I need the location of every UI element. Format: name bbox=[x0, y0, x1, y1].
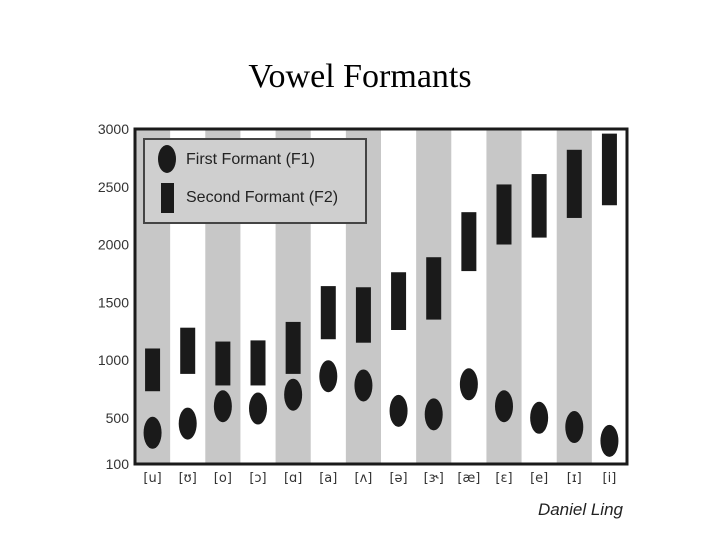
y-tick-label: 2000 bbox=[98, 237, 129, 253]
f1-point bbox=[284, 378, 303, 411]
y-tick-label: 1000 bbox=[98, 352, 129, 368]
legend-f1-label: First Formant (F1) bbox=[186, 151, 315, 168]
x-tick-label: [u] bbox=[143, 471, 161, 486]
legend-f2-label: Second Formant (F2) bbox=[186, 189, 338, 206]
f2-bar bbox=[180, 327, 196, 374]
x-tick-label: [o] bbox=[214, 471, 232, 486]
f1-point bbox=[424, 398, 443, 431]
legend-f1-marker bbox=[158, 145, 176, 173]
x-tick-label: [ɔ] bbox=[249, 471, 266, 486]
x-tick-label: [æ] bbox=[457, 471, 480, 486]
author-credit: Daniel Ling bbox=[537, 500, 623, 519]
f2-bar bbox=[426, 257, 442, 320]
f2-bar bbox=[461, 212, 477, 272]
y-tick-label: 500 bbox=[106, 410, 130, 426]
f2-bar bbox=[285, 321, 301, 374]
y-tick-label: 100 bbox=[106, 456, 130, 472]
f2-bar bbox=[601, 133, 617, 206]
x-tick-label: [ɛ] bbox=[495, 471, 512, 486]
plot-frame bbox=[133, 127, 629, 466]
x-tick-label: [e] bbox=[530, 471, 548, 486]
f2-bar bbox=[531, 174, 547, 238]
f2-bar bbox=[355, 287, 371, 343]
y-tick-label: 3000 bbox=[98, 121, 129, 137]
f1-point bbox=[178, 407, 197, 440]
legend-f2-marker bbox=[161, 183, 174, 213]
x-tick-label: [i] bbox=[603, 471, 617, 486]
f2-bar bbox=[250, 340, 266, 386]
f1-point bbox=[213, 390, 232, 423]
f1-point bbox=[600, 424, 619, 457]
f2-bar bbox=[320, 286, 336, 340]
f1-point bbox=[495, 390, 513, 423]
f1-point bbox=[530, 401, 549, 434]
f1-point bbox=[249, 392, 267, 425]
f2-bar bbox=[391, 272, 407, 330]
x-tick-label: [ɪ] bbox=[567, 471, 582, 486]
x-tick-label: [ɝ] bbox=[424, 471, 444, 486]
x-tick-label: [a] bbox=[319, 471, 337, 486]
legend-box bbox=[143, 138, 367, 224]
f2-bar bbox=[145, 348, 161, 392]
f1-point bbox=[143, 416, 162, 449]
x-tick-label: [ɑ] bbox=[284, 471, 302, 486]
x-tick-label: [ʊ] bbox=[179, 471, 197, 486]
slide-title: Vowel Formants bbox=[248, 58, 472, 95]
x-tick-label: [ə] bbox=[389, 471, 407, 486]
f1-point bbox=[565, 411, 584, 444]
y-tick-label: 2500 bbox=[98, 179, 129, 195]
f1-point bbox=[459, 368, 478, 401]
x-tick-label: [ʌ] bbox=[355, 471, 373, 486]
f1-point bbox=[354, 369, 373, 402]
f1-point bbox=[319, 360, 338, 393]
f1-point bbox=[389, 394, 408, 427]
f2-bar bbox=[566, 149, 582, 218]
y-tick-label: 1500 bbox=[98, 294, 129, 310]
f2-bar bbox=[215, 341, 231, 386]
f2-bar bbox=[496, 184, 512, 245]
